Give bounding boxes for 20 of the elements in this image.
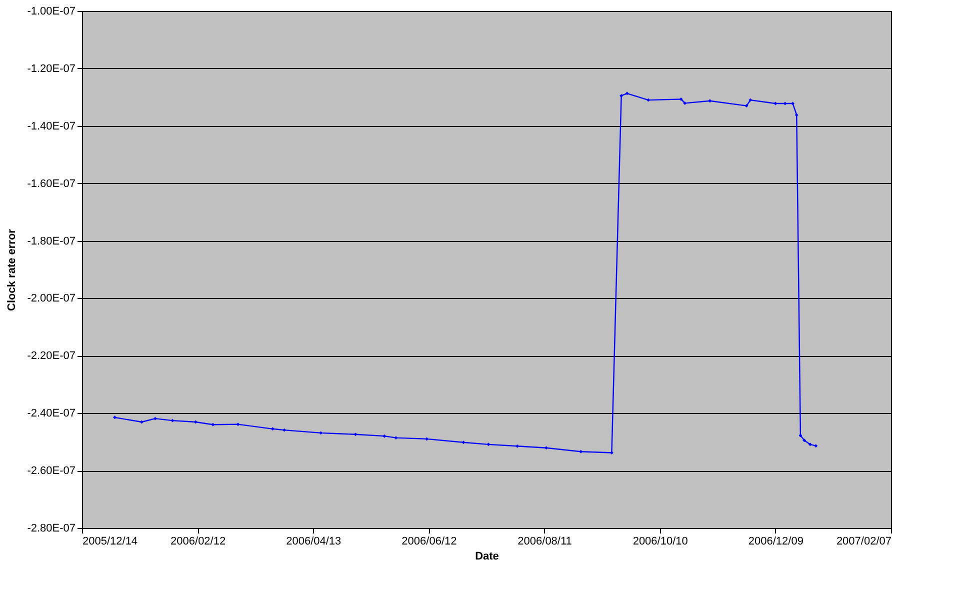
x-tick-label: 2005/12/14: [82, 536, 138, 548]
x-tick-label: 2006/02/12: [170, 536, 226, 548]
y-tick-label: -1.40E-07: [27, 120, 76, 132]
y-tick-label: -2.80E-07: [27, 522, 76, 534]
x-tick-label: 2006/04/13: [286, 536, 342, 548]
y-tick-label: -2.20E-07: [27, 350, 76, 362]
x-axis-title: Date: [475, 550, 499, 562]
y-tick-label: -2.40E-07: [27, 408, 76, 420]
x-tick-label: 2007/02/07: [836, 536, 892, 548]
y-tick-label: -2.60E-07: [27, 465, 76, 478]
x-tick-label: 2006/10/10: [632, 536, 688, 548]
x-tick-label: 2006/12/09: [748, 536, 804, 548]
x-tick-label: 2006/06/12: [402, 536, 457, 548]
y-tick-label: -1.00E-07: [27, 6, 76, 18]
y-tick-label: -1.60E-07: [27, 178, 76, 190]
y-axis-title: Clock rate error: [6, 228, 18, 311]
y-tick-label: -1.20E-07: [27, 62, 76, 75]
x-tick-label: 2006/08/11: [518, 536, 572, 548]
y-tick-label: -2.00E-07: [27, 292, 76, 305]
y-tick-label: -1.80E-07: [27, 235, 76, 248]
